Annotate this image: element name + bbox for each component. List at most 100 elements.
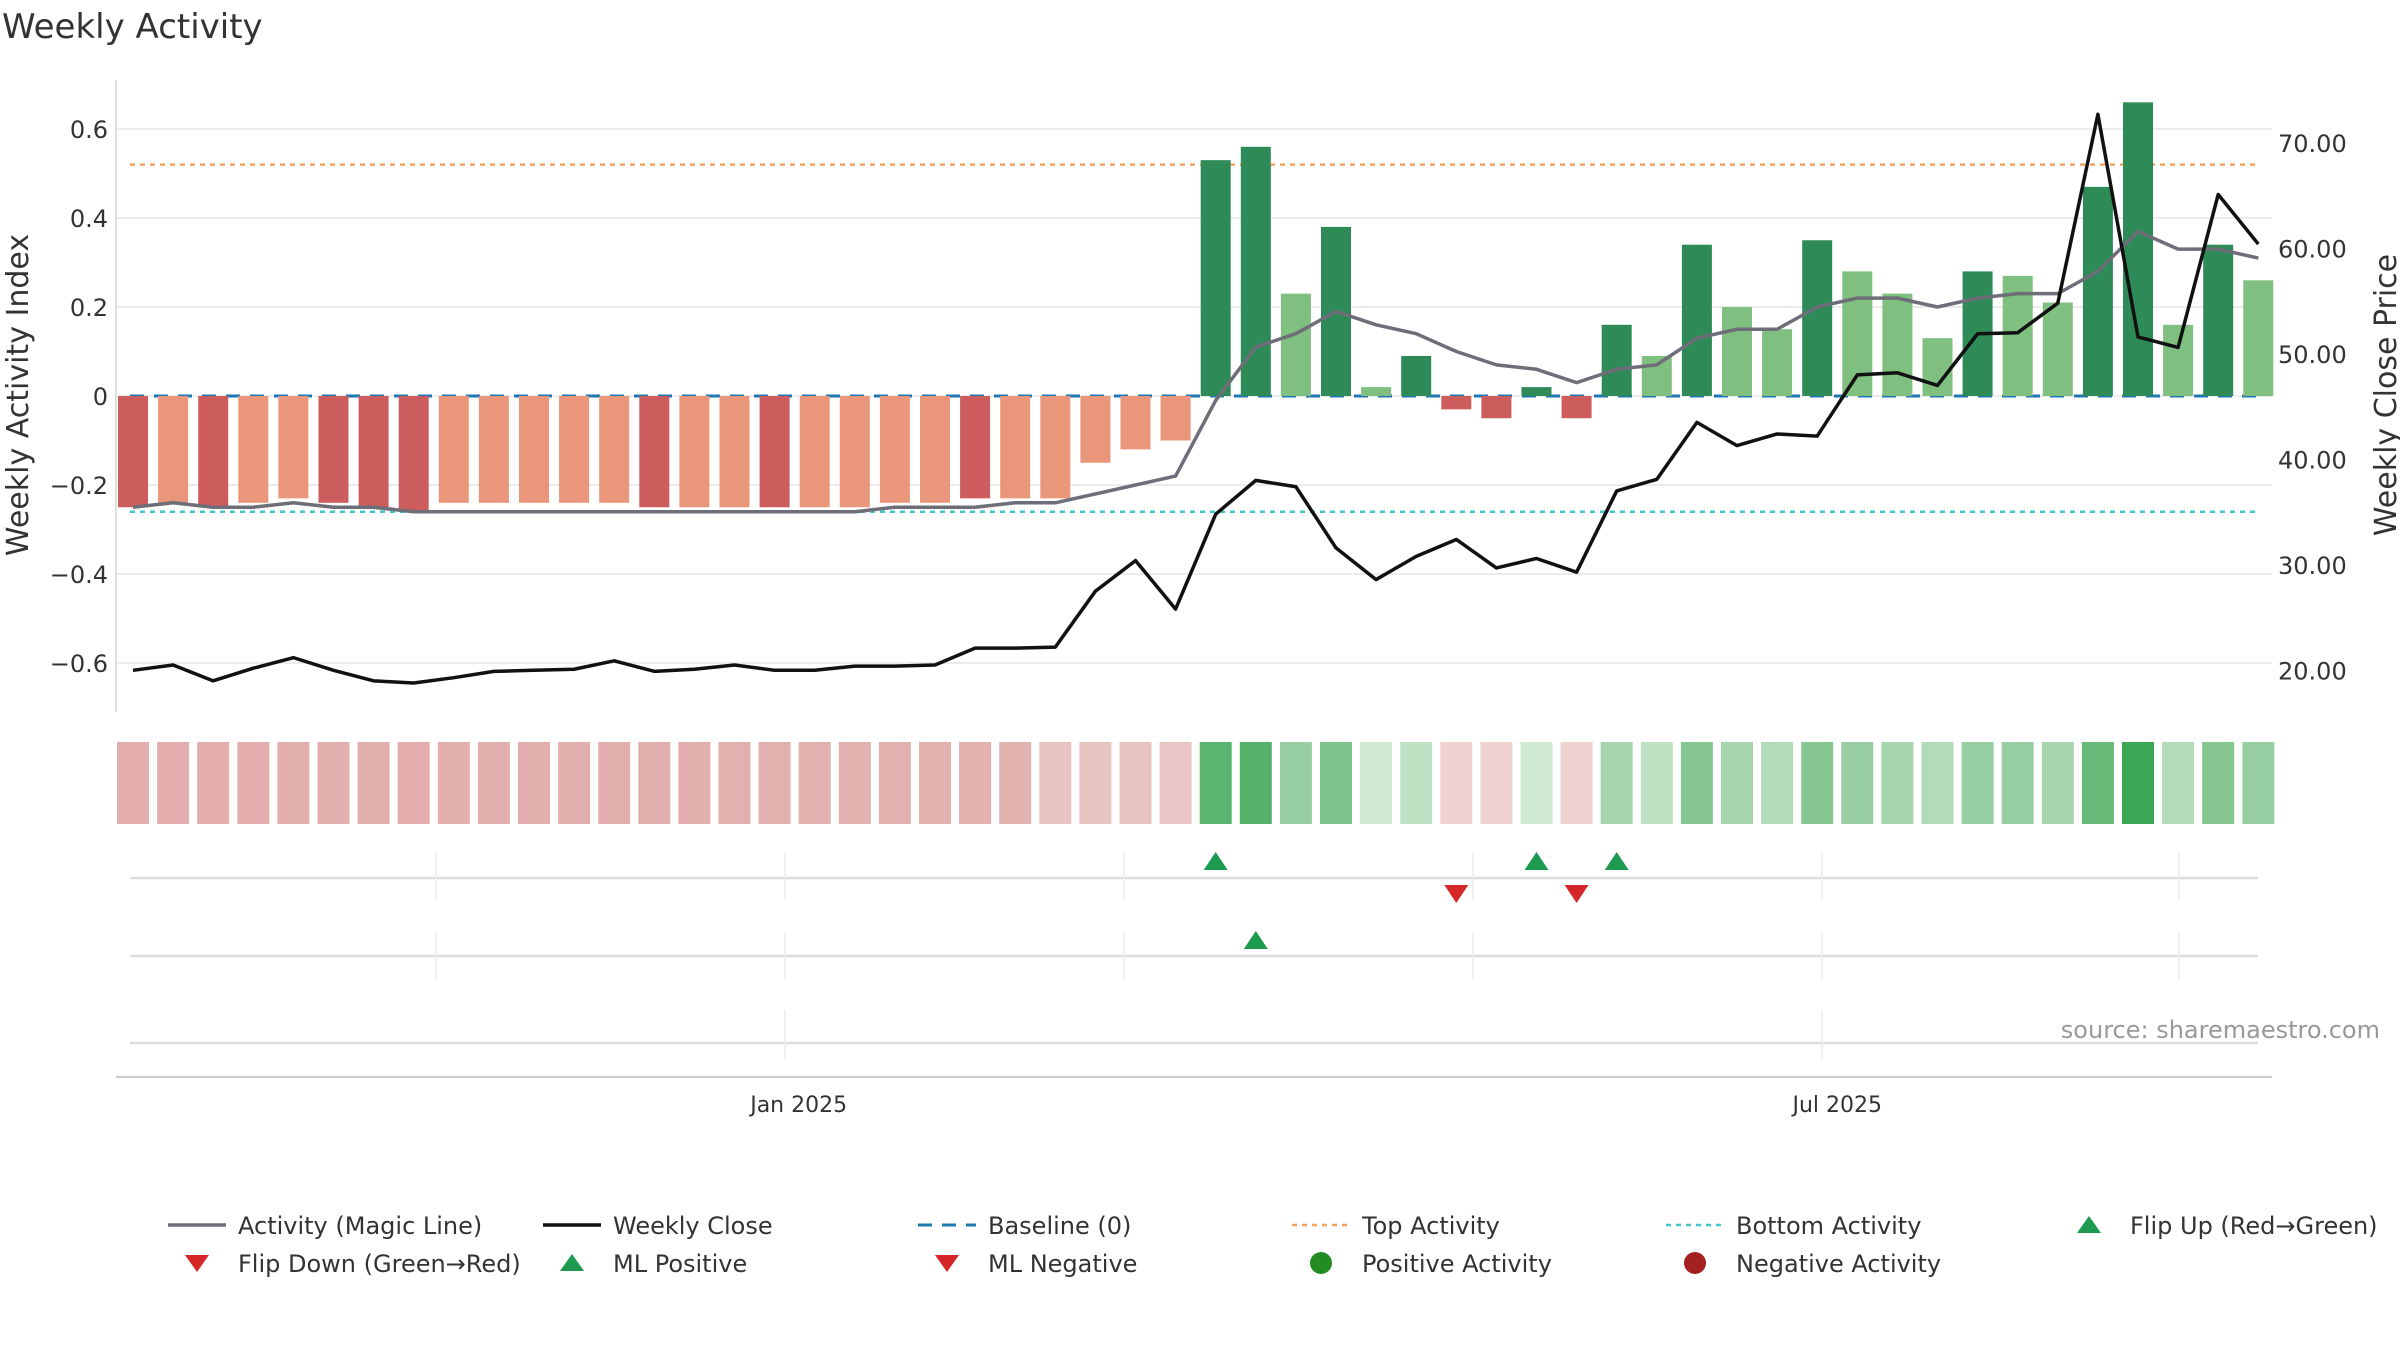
activity-bar-33 (1441, 396, 1472, 410)
heat-cell-21 (959, 742, 992, 824)
y-axis-ticks: 0.6 0.4 0.2 0 −0.2 −0.4 −0.6 (50, 116, 108, 678)
activity-bar-4 (278, 396, 309, 499)
activity-bar-17 (799, 396, 830, 508)
signal-markers (116, 852, 2272, 1078)
activity-bar-45 (1922, 338, 1953, 396)
y-tick-label-5: −0.4 (50, 561, 108, 589)
heat-cell-32 (1400, 742, 1433, 824)
heat-cell-46 (1961, 742, 1994, 824)
activity-bar-6 (358, 396, 389, 508)
legend-item-mlpos: ML Positive (560, 1250, 747, 1278)
activity-bar-1 (158, 396, 189, 503)
legend-label-posdot: Positive Activity (1362, 1250, 1552, 1278)
activity-bar-38 (1641, 355, 1672, 396)
activity-bar-12 (599, 396, 630, 503)
legend-swatch-mlneg (935, 1255, 959, 1272)
heat-cell-12 (598, 742, 631, 824)
heat-cell-33 (1440, 742, 1473, 824)
y-tick-label-3: 0 (93, 383, 108, 411)
heat-cell-48 (2041, 742, 2074, 824)
legend-item-top: Top Activity (1292, 1212, 1500, 1240)
y-tick-label-6: −0.6 (50, 650, 108, 678)
activity-bar-23 (1040, 396, 1071, 499)
heat-cell-28 (1239, 742, 1272, 824)
heat-cell-11 (558, 742, 591, 824)
heat-cell-51 (2162, 742, 2195, 824)
heat-cell-18 (838, 742, 871, 824)
legend-swatch-flipup (2077, 1216, 2101, 1233)
x-axis-ticks: Jan 2025 Jul 2025 (748, 1093, 1882, 1118)
legend-label-top: Top Activity (1361, 1212, 1500, 1240)
heat-cell-17 (798, 742, 831, 824)
activity-bar-9 (478, 396, 509, 503)
y-tick-label-2: 0.2 (70, 294, 108, 322)
heat-cell-15 (718, 742, 751, 824)
activity-bar-35 (1521, 387, 1552, 396)
activity-bar-10 (519, 396, 549, 503)
heat-strip (117, 742, 2275, 824)
heat-cell-43 (1841, 742, 1874, 824)
activity-bar-19 (879, 396, 910, 503)
legend-label-flipdown: Flip Down (Green→Red) (238, 1250, 521, 1278)
heat-cell-4 (277, 742, 310, 824)
activity-bar-16 (759, 396, 790, 508)
activity-bar-3 (238, 396, 269, 503)
activity-bar-28 (1240, 146, 1271, 396)
activity-bar-11 (559, 396, 590, 503)
legend-item-baseline: Baseline (0) (918, 1212, 1131, 1240)
source-credit: source: sharemaestro.com (2061, 1016, 2380, 1044)
activity-bar-37 (1601, 324, 1632, 396)
heat-cell-26 (1159, 742, 1192, 824)
y-tick-label-1: 0.4 (70, 205, 108, 233)
activity-bar-52 (2203, 244, 2234, 396)
activity-bar-27 (1200, 160, 1231, 396)
chart-title: Weekly Activity (2, 7, 263, 47)
flip-up-marker-2 (1604, 852, 1629, 870)
series-lines (132, 112, 2260, 685)
activity-bar-15 (719, 396, 750, 508)
activity-bar-8 (438, 396, 469, 503)
heat-cell-6 (357, 742, 390, 824)
heat-cell-49 (2081, 742, 2114, 824)
activity-bar-36 (1561, 396, 1592, 419)
activity-bar-18 (839, 396, 870, 508)
activity-bar-24 (1080, 396, 1111, 463)
heat-cell-40 (1721, 742, 1753, 824)
activity-bar-51 (2163, 324, 2194, 396)
heat-cell-9 (477, 742, 510, 824)
legend-label-negdot: Negative Activity (1736, 1250, 1941, 1278)
flip-down-marker-1 (1564, 885, 1589, 903)
heat-cell-34 (1480, 742, 1513, 824)
heat-cell-13 (638, 742, 671, 824)
heat-cell-25 (1119, 742, 1152, 824)
y2-tick-label-2: 50.00 (2278, 341, 2347, 369)
heat-cell-3 (237, 742, 270, 824)
legend-swatch-negdot (1684, 1252, 1706, 1274)
legend-label-mlneg: ML Negative (988, 1250, 1137, 1278)
legend-label-baseline: Baseline (0) (988, 1212, 1131, 1240)
legend-label-magic: Activity (Magic Line) (238, 1212, 482, 1240)
flip-down-marker-0 (1444, 885, 1469, 903)
heat-cell-38 (1640, 742, 1673, 824)
activity-bar-44 (1882, 293, 1913, 396)
legend-item-close: Weekly Close (543, 1212, 773, 1240)
heat-cell-27 (1199, 742, 1232, 824)
heat-cell-41 (1761, 742, 1794, 824)
weekly-close-series (132, 112, 2260, 685)
y-tick-label-0: 0.6 (70, 116, 108, 144)
activity-bar-32 (1401, 355, 1432, 396)
legend-label-close: Weekly Close (613, 1212, 773, 1240)
legend-item-flipdown: Flip Down (Green→Red) (185, 1250, 521, 1278)
y2-tick-label-3: 40.00 (2278, 446, 2347, 474)
heat-cell-50 (2122, 742, 2154, 824)
x-tick-label-1: Jul 2025 (1790, 1093, 1882, 1118)
heat-cell-52 (2202, 742, 2235, 824)
activity-bar-34 (1481, 396, 1512, 419)
flip-up-marker-0 (1203, 852, 1228, 870)
activity-bar-40 (1722, 307, 1752, 396)
heat-cell-24 (1079, 742, 1112, 824)
heat-cell-22 (999, 742, 1032, 824)
y2-axis-ticks: 70.00 60.00 50.00 40.00 30.00 20.00 (2278, 130, 2347, 685)
legend-label-flipup: Flip Up (Red→Green) (2130, 1212, 2378, 1240)
heat-cell-19 (878, 742, 911, 824)
